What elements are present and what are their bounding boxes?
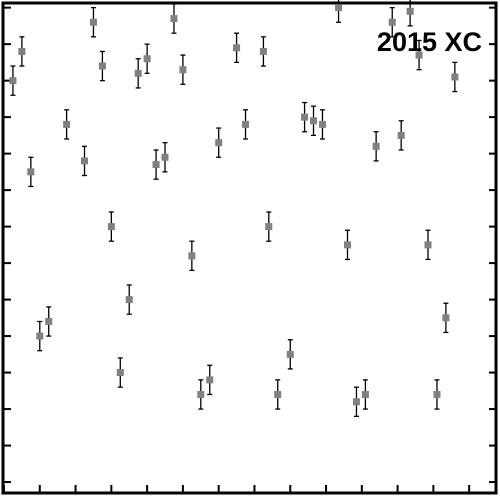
data-point <box>63 109 71 140</box>
point-marker <box>63 120 71 128</box>
data-point <box>433 379 441 410</box>
data-point <box>116 357 124 388</box>
data-point <box>89 6 97 38</box>
data-point <box>98 50 106 82</box>
data-point <box>134 58 142 89</box>
data-point <box>143 43 151 74</box>
point-marker <box>406 7 414 15</box>
point-marker <box>424 241 432 249</box>
data-points <box>9 0 459 418</box>
data-point <box>161 142 169 173</box>
point-marker <box>116 369 124 377</box>
point-marker <box>197 390 205 398</box>
data-point <box>310 105 318 137</box>
data-point <box>179 54 187 85</box>
point-marker <box>286 350 294 358</box>
point-marker <box>98 62 106 70</box>
data-point <box>81 145 89 177</box>
data-point <box>107 211 115 242</box>
point-marker <box>344 241 352 249</box>
data-point <box>18 36 26 67</box>
point-marker <box>415 51 423 59</box>
data-point <box>206 364 214 396</box>
data-point <box>125 284 133 315</box>
point-marker <box>310 117 318 125</box>
point-marker <box>9 77 17 85</box>
data-point <box>27 156 35 188</box>
point-marker <box>215 139 223 147</box>
point-marker <box>45 317 53 325</box>
point-marker <box>206 376 214 384</box>
point-marker <box>233 44 241 52</box>
point-marker <box>81 157 89 165</box>
point-marker <box>170 15 178 23</box>
data-point <box>188 240 196 272</box>
data-point <box>233 32 241 64</box>
data-point <box>215 127 223 158</box>
point-marker <box>433 390 441 398</box>
point-marker <box>335 4 343 12</box>
data-point <box>397 120 405 151</box>
point-marker <box>451 73 459 81</box>
point-marker <box>242 120 250 128</box>
point-marker <box>161 153 169 161</box>
point-marker <box>259 47 267 55</box>
data-point <box>344 229 352 261</box>
point-marker <box>107 223 115 231</box>
data-point <box>388 6 396 38</box>
point-marker <box>89 18 97 26</box>
point-marker <box>125 296 133 304</box>
point-marker <box>152 161 160 169</box>
data-point <box>45 306 53 337</box>
data-point <box>9 65 17 96</box>
point-marker <box>18 47 26 55</box>
point-marker <box>179 66 187 74</box>
point-marker <box>265 223 273 231</box>
point-marker <box>27 168 35 176</box>
data-point <box>415 39 423 71</box>
data-point <box>318 109 326 140</box>
point-marker <box>361 390 369 398</box>
chart-title: 2015 XC <box>377 27 482 57</box>
data-point <box>265 211 273 242</box>
data-point <box>36 320 44 352</box>
data-point <box>352 386 360 418</box>
point-marker <box>143 55 151 63</box>
data-point <box>335 0 343 23</box>
point-marker <box>274 390 282 398</box>
data-point <box>242 109 250 140</box>
data-point <box>372 131 380 162</box>
data-point <box>442 302 450 334</box>
point-marker <box>301 113 309 121</box>
data-point <box>424 229 432 261</box>
data-point <box>170 3 178 34</box>
point-marker <box>36 332 44 340</box>
data-point <box>451 61 459 93</box>
point-marker <box>134 69 142 77</box>
point-marker <box>352 398 360 406</box>
data-point <box>406 0 414 27</box>
data-point <box>286 339 294 370</box>
point-marker <box>188 252 196 260</box>
point-marker <box>388 18 396 26</box>
point-marker <box>372 142 380 150</box>
data-point <box>301 101 309 133</box>
data-point <box>152 149 160 180</box>
data-point <box>259 36 267 67</box>
point-marker <box>397 131 405 139</box>
data-point <box>361 379 369 410</box>
data-point <box>274 379 282 410</box>
data-point <box>197 379 205 410</box>
point-marker <box>442 314 450 322</box>
point-marker <box>318 120 326 128</box>
